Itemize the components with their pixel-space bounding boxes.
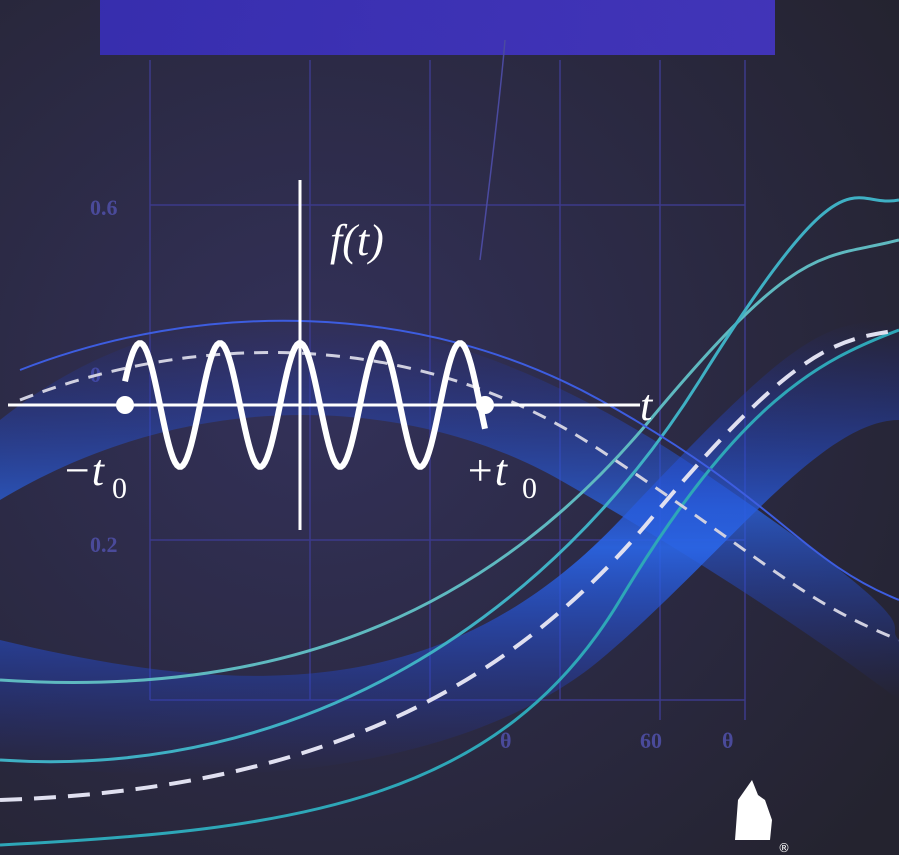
end-dot [476, 396, 494, 414]
curves [0, 196, 899, 847]
start-dot [116, 396, 134, 414]
wave-packet [122, 340, 488, 470]
grid-label: 0.2 [90, 532, 118, 557]
blue-bands [0, 318, 899, 776]
right-marker: +t [465, 446, 509, 495]
left-marker: −t [62, 446, 106, 495]
grid-label: 60 [640, 728, 662, 753]
top-band [100, 0, 775, 55]
grid-label: 0.6 [90, 195, 118, 220]
function-label: f(t) [330, 216, 384, 265]
grid-label: θ [500, 728, 511, 753]
signal-plot: f(t) t −t 0 +t 0 [8, 180, 654, 530]
registered-mark: ® [778, 841, 790, 855]
publisher-logo: ® [735, 780, 790, 855]
right-marker-subscript: 0 [522, 472, 537, 505]
axis-label: t [640, 381, 654, 430]
left-marker-subscript: 0 [112, 472, 127, 505]
grid-label: θ [722, 728, 733, 753]
